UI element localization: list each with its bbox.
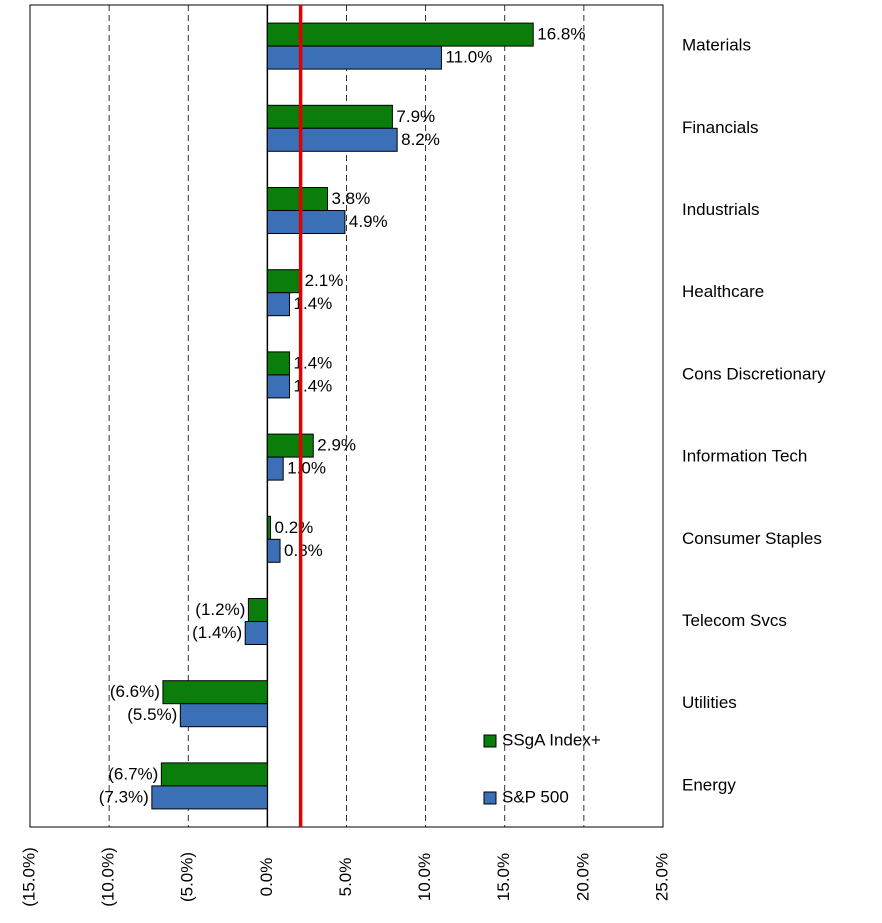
value-label: (1.4%): [192, 623, 242, 642]
bar: [266, 374, 291, 399]
legend-swatch: [483, 791, 497, 805]
x-tick-label: (15.0%): [19, 847, 38, 907]
legend-label: SSgA Index+: [502, 730, 601, 749]
value-label: 1.4%: [294, 294, 333, 313]
value-label: (6.6%): [110, 682, 160, 701]
bar: [266, 210, 346, 234]
legend-swatch: [483, 734, 497, 748]
bar: [266, 45, 442, 70]
value-label: 11.0%: [445, 48, 492, 67]
category-label: Industrials: [682, 200, 759, 219]
value-label: (7.3%): [99, 787, 149, 806]
bar: [266, 187, 329, 211]
value-label: 1.0%: [287, 459, 326, 478]
category-label: Utilities: [682, 693, 737, 712]
value-label: 2.1%: [305, 271, 344, 290]
x-tick-label: 5.0%: [336, 858, 355, 897]
bar: [151, 785, 268, 810]
bar: [266, 456, 284, 481]
bar: [266, 433, 314, 458]
bar: [266, 269, 302, 294]
category-label: Cons Discretionary: [682, 364, 826, 383]
x-tick-label: 20.0%: [573, 853, 592, 901]
value-label: (5.5%): [127, 705, 177, 724]
x-tick-label: 10.0%: [415, 853, 434, 901]
value-label: 3.8%: [332, 189, 371, 208]
bar: [179, 703, 268, 728]
category-label: Materials: [682, 36, 751, 55]
bar: [266, 515, 272, 540]
x-tick-label: 15.0%: [494, 853, 513, 901]
x-tick-label: (10.0%): [99, 847, 118, 907]
category-label: Telecom Svcs: [682, 611, 787, 630]
value-label: 2.9%: [317, 436, 356, 455]
bar: [160, 762, 268, 787]
value-label: 4.9%: [349, 212, 388, 231]
x-tick-label: 25.0%: [652, 853, 671, 901]
value-label: 16.8%: [537, 25, 585, 44]
value-label: 7.9%: [396, 107, 435, 126]
value-label: (1.2%): [195, 600, 245, 619]
category-label: Financials: [682, 118, 759, 137]
bar: [266, 538, 281, 563]
category-label: Consumer Staples: [682, 529, 822, 548]
value-label: (6.7%): [108, 764, 158, 783]
bar: [266, 292, 291, 317]
category-label: Energy: [682, 775, 736, 794]
category-label: Healthcare: [682, 282, 764, 301]
legend-label: S&P 500: [502, 787, 569, 806]
value-label: 0.8%: [284, 541, 323, 560]
bar: [266, 127, 398, 152]
x-tick-label: 0.0%: [257, 858, 276, 897]
value-label: 1.4%: [294, 353, 333, 372]
bar: [266, 22, 534, 47]
bar: [162, 680, 268, 705]
category-label: Information Tech: [682, 447, 807, 466]
bar: [266, 351, 291, 376]
value-label: 1.4%: [294, 376, 333, 395]
bar: [266, 104, 393, 129]
x-tick-label: (5.0%): [178, 852, 197, 902]
bar: [244, 621, 268, 645]
bar: [247, 598, 268, 622]
value-label: 8.2%: [401, 130, 440, 149]
value-label: 0.2%: [275, 518, 314, 537]
